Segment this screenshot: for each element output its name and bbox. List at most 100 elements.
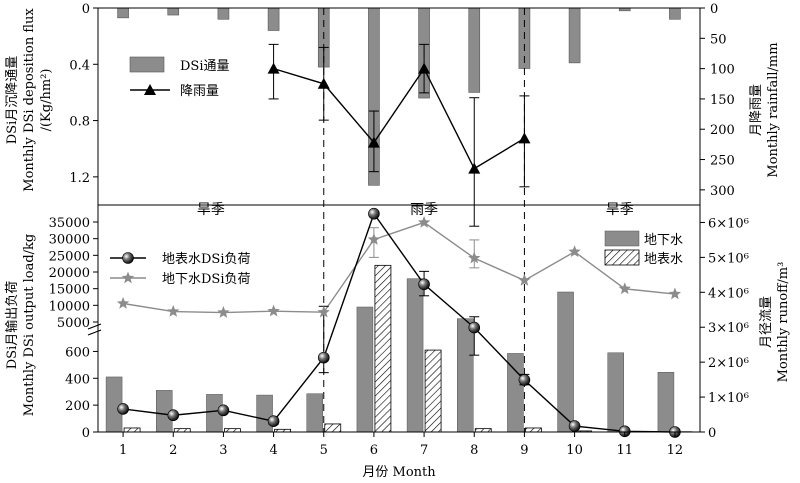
top-right-axis-label-1: 月降雨量	[749, 84, 764, 136]
legend-rainfall-label: 降雨量	[180, 84, 219, 99]
bottom-right-tick-label-5: 5×10⁶	[708, 251, 749, 266]
x-tick-label-5: 5	[320, 443, 328, 458]
bottom-left-tick-label-35000: 35000	[49, 216, 90, 231]
bottom-left-tick-label-25000: 25000	[49, 249, 90, 264]
groundwater-load-point-10	[568, 245, 581, 258]
legend-dsi-flux-swatch	[129, 56, 165, 73]
surface-load-point-6	[368, 207, 380, 220]
x-tick-label-9: 9	[520, 443, 528, 458]
surface-load-point-10	[568, 420, 581, 432]
surface-load-point-1	[117, 403, 129, 415]
surface-load-point-8	[468, 321, 481, 334]
surface-water-bar-6	[374, 264, 392, 433]
top-left-tick-label-0.8: 0.8	[69, 115, 90, 130]
bottom-right-tick-label-6: 6×10⁶	[708, 216, 749, 231]
groundwater-load-point-1	[116, 296, 130, 309]
dsi-flux-bar-4	[267, 7, 280, 31]
x-axis-label: 月份 Month	[362, 465, 436, 480]
bottom-right-tick-label-2: 2×10⁶	[708, 356, 749, 371]
legend-dsi-flux-label: DSi通量	[180, 59, 230, 74]
surface-load-point-5	[317, 351, 330, 364]
x-tick-label-8: 8	[470, 443, 478, 458]
x-tick-label-6: 6	[370, 443, 378, 458]
top-right-tick-label-50: 50	[710, 32, 727, 47]
dsi-flux-bar-3	[217, 7, 230, 20]
top-right-tick-label-100: 100	[710, 63, 735, 78]
x-tick-label-2: 2	[169, 443, 177, 458]
groundwater-load-point-7	[417, 215, 431, 228]
rainfall-point-8	[468, 162, 481, 174]
groundwater-bar-8	[457, 318, 474, 433]
groundwater-bar-10	[557, 291, 574, 433]
dsi-flux-bar-2	[167, 7, 180, 16]
surface-water-bar-5	[324, 423, 342, 433]
x-tick-label-7: 7	[420, 443, 428, 458]
surface-load-point-9	[518, 374, 531, 386]
groundwater-load-line	[122, 221, 675, 314]
x-tick-label-3: 3	[219, 443, 227, 458]
groundwater-load-point-12	[668, 287, 682, 300]
legend-groundwater-label: 地下水	[644, 233, 683, 248]
dsi-flux-bar-8	[468, 7, 481, 93]
top-right-tick-label-0: 0	[710, 2, 718, 17]
rainfall-point-7	[418, 62, 431, 74]
season-label-2: 雨季	[410, 202, 438, 218]
surface-load-point-2	[167, 409, 180, 422]
axis-break-mark-2	[87, 329, 102, 336]
top-left-axis-label-3: /(Kg/hm²)	[39, 69, 54, 132]
groundwater-load-point-8	[468, 251, 481, 264]
groundwater-bar-6	[356, 306, 374, 433]
plot-frame	[97, 7, 701, 433]
surface-load-line	[122, 212, 675, 433]
legend-surface-water-swatch	[604, 249, 640, 266]
top-right-axis-label-2: Monthly rainfall/mm	[766, 42, 781, 177]
x-tick-label-11: 11	[616, 443, 633, 458]
bottom-left-tick-label-0: 0	[82, 426, 90, 441]
bottom-left-tick-label-400: 400	[65, 372, 90, 387]
surface-load-point-7	[418, 278, 430, 291]
x-tick-label-12: 12	[667, 443, 684, 458]
dsi-flux-bar-1	[117, 7, 129, 19]
groundwater-load-point-11	[618, 282, 631, 295]
legend-surface-water-label: 地表水	[644, 252, 683, 267]
top-right-tick-label-300: 300	[710, 184, 735, 199]
bottom-left-tick-label-15000: 15000	[49, 283, 90, 298]
top-left-tick-label-0: 0	[82, 2, 90, 17]
rainfall-line	[273, 67, 525, 170]
bottom-left-tick-label-5000: 5000	[57, 316, 90, 331]
groundwater-load-point-6	[367, 233, 381, 245]
legend-groundwater-load-label: 地下水DSi负荷	[162, 272, 251, 287]
bottom-left-tick-label-10000: 10000	[49, 299, 90, 314]
bottom-right-tick-label-0: 0	[708, 426, 716, 441]
groundwater-bar-12	[657, 371, 675, 433]
top-left-axis-label-1: DSi月沉降通量	[5, 56, 20, 145]
groundwater-load-point-5	[317, 305, 330, 318]
bottom-left-tick-label-20000: 20000	[49, 266, 90, 281]
legend-rainfall-marker	[144, 84, 156, 95]
top-left-tick-label-0.4: 0.4	[69, 58, 90, 73]
rainfall-point-9	[518, 132, 531, 144]
surface-water-bar-7	[424, 349, 442, 433]
rainfall-point-4	[267, 62, 280, 74]
top-left-axis-label-2: Monthly DSi deposition flux	[22, 8, 37, 192]
bottom-left-tick-label-600: 600	[65, 345, 90, 360]
groundwater-bar-4	[256, 394, 273, 433]
bottom-right-axis-label-1: 月径流量	[759, 296, 774, 348]
groundwater-load-point-2	[167, 305, 180, 317]
bottom-left-axis-label-1: DSi月输出负荷	[4, 281, 20, 370]
season-label-3: 旱季	[606, 202, 634, 218]
bottom-left-tick-label-200: 200	[65, 399, 90, 414]
groundwater-bar-7	[406, 278, 424, 433]
x-tick-label-1: 1	[119, 443, 127, 458]
surface-water-bar-1	[123, 427, 141, 433]
top-right-tick-label-150: 150	[710, 93, 735, 108]
bottom-right-tick-label-4: 4×10⁶	[708, 286, 749, 301]
groundwater-bar-11	[607, 352, 624, 433]
top-right-tick-label-250: 250	[710, 154, 735, 169]
axis-break-mask	[86, 325, 104, 335]
groundwater-load-point-3	[217, 306, 230, 318]
surface-water-bar-2	[173, 428, 191, 433]
groundwater-load-point-9	[518, 273, 531, 286]
